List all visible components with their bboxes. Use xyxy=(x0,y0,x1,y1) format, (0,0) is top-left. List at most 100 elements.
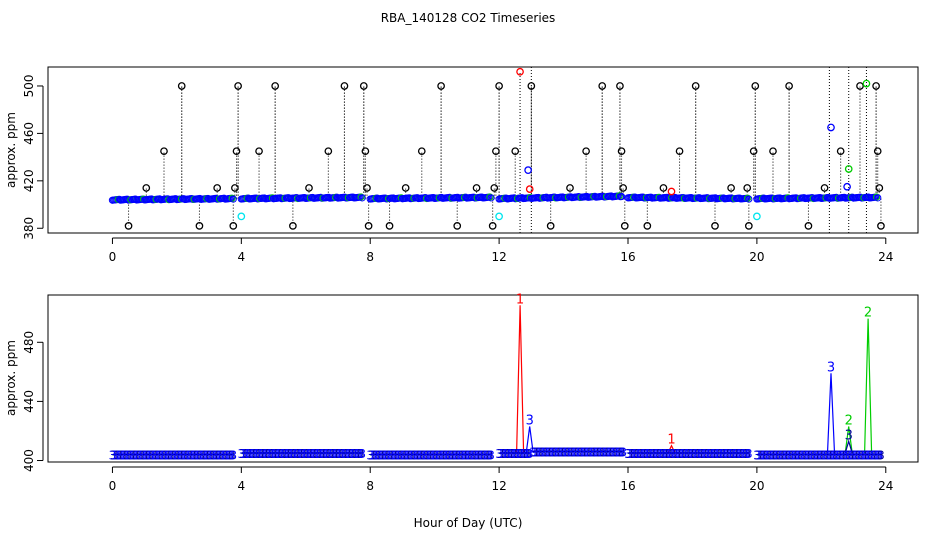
bottom-baseline-label: 3 xyxy=(829,449,837,463)
bottom-baseline-label: 3 xyxy=(423,449,431,463)
bottom-baseline-label: 3 xyxy=(785,449,793,463)
top-x-tick-label: 24 xyxy=(878,250,893,264)
top-cyan-point xyxy=(237,212,246,221)
bottom-baseline-label: 3 xyxy=(388,449,396,463)
top-black-point xyxy=(744,222,753,230)
top-black-point xyxy=(417,147,426,156)
bottom-baseline-label: 3 xyxy=(700,447,708,461)
bottom-baseline-label: 3 xyxy=(272,447,280,461)
bottom-baseline-label: 3 xyxy=(429,449,437,463)
bottom-baseline-label: 3 xyxy=(187,449,195,463)
bottom-baseline-label: 3 xyxy=(716,447,724,461)
bottom-baseline-label: 3 xyxy=(864,449,872,463)
bottom-baseline-label: 3 xyxy=(507,447,515,461)
bottom-baseline-label: 3 xyxy=(498,447,506,461)
bottom-baseline-label: 3 xyxy=(170,449,178,463)
bottom-baseline-label: 3 xyxy=(510,447,518,461)
top-black-point xyxy=(289,222,297,230)
bottom-baseline-label: 3 xyxy=(706,447,714,461)
bottom-baseline-label: 3 xyxy=(729,447,737,461)
bottom-baseline-label: 3 xyxy=(270,447,278,461)
bottom-baseline-label: 3 xyxy=(380,449,388,463)
bottom-baseline-label: 3 xyxy=(203,449,211,463)
bottom-baseline-label: 3 xyxy=(792,449,800,463)
bottom-baseline-label: 3 xyxy=(306,447,314,461)
bottom-baseline-label: 3 xyxy=(303,447,311,461)
bottom-baseline-label: 3 xyxy=(813,449,821,463)
bottom-baseline-label: 3 xyxy=(857,449,865,463)
bottom-baseline-label: 3 xyxy=(791,449,799,463)
bottom-baseline-label: 3 xyxy=(304,447,312,461)
bottom-baseline-label: 3 xyxy=(520,447,528,461)
bottom-baseline-label: 3 xyxy=(284,447,292,461)
bottom-baseline-label: 3 xyxy=(432,449,440,463)
bottom-baseline-label: 3 xyxy=(412,449,420,463)
bottom-baseline-label: 3 xyxy=(560,446,568,460)
bottom-baseline-label: 3 xyxy=(541,446,549,460)
bottom-baseline-label: 3 xyxy=(501,447,509,461)
bottom-baseline-label: 3 xyxy=(547,446,555,460)
bottom-baseline-label: 3 xyxy=(174,449,182,463)
top-black-point xyxy=(598,82,607,90)
bottom-baseline-label: 3 xyxy=(117,449,125,463)
bottom-baseline-label: 3 xyxy=(296,447,304,461)
bottom-baseline-label: 3 xyxy=(309,447,317,461)
bottom-baseline-label: 3 xyxy=(348,447,356,461)
bottom-baseline-label: 3 xyxy=(165,449,173,463)
bottom-baseline-label: 3 xyxy=(464,449,472,463)
bottom-baseline-label: 3 xyxy=(806,449,814,463)
bottom-baseline-label: 3 xyxy=(782,449,790,463)
bottom-y-tick-label: 400 xyxy=(22,449,36,472)
top-baseline-point xyxy=(228,194,236,202)
bottom-baseline-label: 3 xyxy=(256,447,264,461)
bottom-baseline-label: 3 xyxy=(428,449,436,463)
bottom-baseline-label: 3 xyxy=(267,447,275,461)
bottom-baseline-label: 3 xyxy=(713,447,721,461)
top-black-point xyxy=(490,184,499,192)
bottom-baseline-label: 3 xyxy=(338,447,346,461)
bottom-baseline-label: 3 xyxy=(468,449,476,463)
bottom-baseline-label: 3 xyxy=(691,447,699,461)
bottom-baseline-label: 3 xyxy=(477,449,485,463)
bottom-baseline-label: 3 xyxy=(164,449,172,463)
bottom-baseline-label: 3 xyxy=(836,449,844,463)
top-black-point xyxy=(472,184,481,192)
bottom-baseline-label: 3 xyxy=(154,449,162,463)
bottom-baseline-label: 3 xyxy=(849,449,857,463)
bottom-baseline-line xyxy=(499,452,530,455)
bottom-baseline-label: 3 xyxy=(733,447,741,461)
bottom-baseline-label: 3 xyxy=(552,446,560,460)
bottom-baseline-label: 3 xyxy=(385,449,393,463)
bottom-baseline-label: 3 xyxy=(275,447,283,461)
top-black-point xyxy=(872,82,880,90)
top-baseline-point xyxy=(872,193,881,201)
bottom-baseline-label: 3 xyxy=(278,447,286,461)
bottom-baseline-label: 3 xyxy=(264,447,272,461)
bottom-baseline-label: 3 xyxy=(413,449,421,463)
bottom-baseline-label: 3 xyxy=(109,449,117,463)
bottom-baseline-label: 3 xyxy=(136,449,144,463)
bottom-baseline-label: 3 xyxy=(323,447,331,461)
bottom-baseline-label: 3 xyxy=(558,446,566,460)
bottom-baseline-label: 3 xyxy=(414,449,422,463)
bottom-baseline-label: 3 xyxy=(570,446,578,460)
bottom-baseline-label: 3 xyxy=(342,447,350,461)
bottom-baseline-label: 3 xyxy=(382,449,390,463)
bottom-baseline-label: 3 xyxy=(830,449,838,463)
bottom-baseline-label: 3 xyxy=(810,449,818,463)
top-y-tick-label: 380 xyxy=(22,217,36,240)
bottom-baseline-label: 3 xyxy=(614,446,622,460)
top-black-point xyxy=(213,184,222,192)
bottom-baseline-label: 3 xyxy=(854,449,862,463)
bottom-baseline-label: 3 xyxy=(589,446,597,460)
bottom-baseline-label: 3 xyxy=(698,447,706,461)
top-black-point xyxy=(488,222,497,230)
bottom-baseline-label: 3 xyxy=(646,447,654,461)
bottom-baseline-label: 3 xyxy=(497,447,505,461)
bottom-baseline-label: 3 xyxy=(158,449,166,463)
bottom-baseline-label: 3 xyxy=(513,447,521,461)
bottom-baseline-label: 3 xyxy=(119,449,127,463)
bottom-baseline-label: 3 xyxy=(611,446,619,460)
bottom-baseline-label: 3 xyxy=(125,449,133,463)
top-data-points xyxy=(108,67,885,230)
